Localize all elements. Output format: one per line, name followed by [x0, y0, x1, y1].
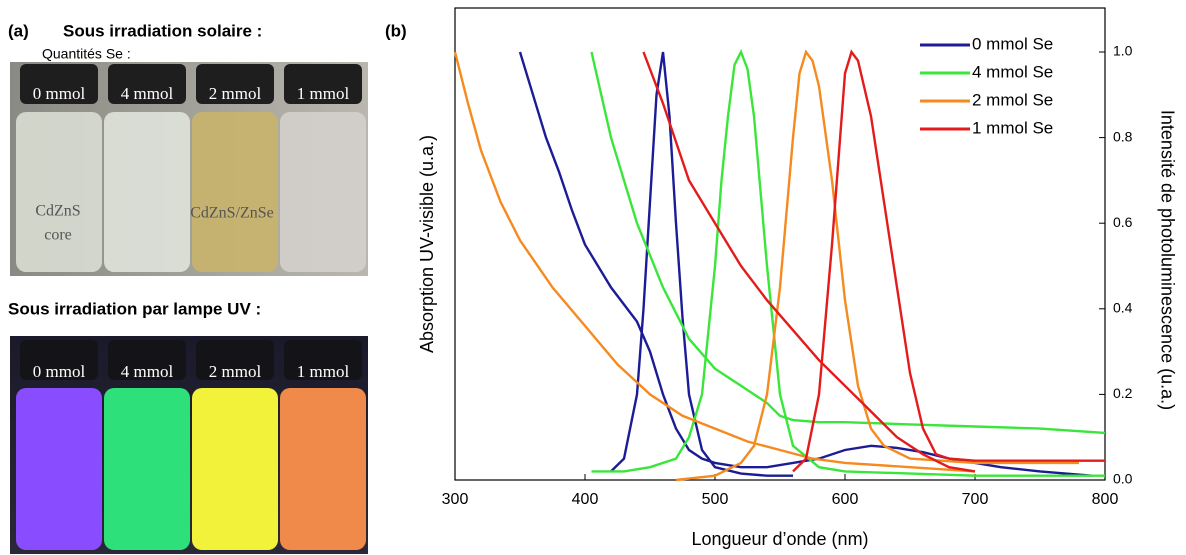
vial-cap: [196, 64, 274, 104]
vial-label: 2 mmol: [209, 362, 262, 381]
photoluminescence-line: [591, 49, 1105, 477]
photo-uv: 0 mmol 4 mmol 2 mmol 1 mmol: [16, 340, 366, 550]
vial-cap: [20, 340, 98, 380]
y2-tick-label: 0.4: [1113, 300, 1133, 316]
plot-frame: [454, 7, 1106, 481]
y-axis-label: Absorption UV-visible (u.a.): [417, 135, 437, 353]
x-tick-label: 400: [572, 491, 599, 508]
vial-note: core: [44, 227, 72, 244]
vial-body: [280, 388, 366, 550]
vial-body: [104, 388, 190, 550]
x-tick-label: 500: [702, 491, 729, 508]
vial-label: 0 mmol: [33, 84, 86, 103]
vial-cap: [108, 340, 186, 380]
plot: 300 400 500 600 700 800 0.0 0.2 0.4 0.6 0.8 1.0 0 mm…: [442, 34, 1133, 508]
vial-note: CdZnS: [35, 203, 80, 220]
y2-tick-label: 1.0: [1113, 43, 1133, 59]
y2-axis-label: Intensité de photoluminescence (u.a.): [1157, 110, 1177, 410]
panel-label: (b): [385, 21, 407, 40]
photoluminescence-line: [675, 49, 1079, 482]
vial-label: 4 mmol: [121, 84, 174, 103]
panel-subtitle: Quantités Se :: [42, 46, 131, 62]
y2-tick-label: 0.8: [1113, 128, 1133, 144]
vial-cap: [284, 64, 362, 104]
vial-label: 2 mmol: [209, 84, 262, 103]
vial-body: [280, 112, 366, 272]
absorption-line: [590, 51, 1106, 435]
legend-label: 0 mmol Se: [972, 34, 1053, 53]
legend-label: 2 mmol Se: [972, 90, 1053, 109]
panel-title: Sous irradiation solaire :: [63, 21, 262, 40]
vial-label: 4 mmol: [121, 362, 174, 381]
vial-note: CdZnS/ZnSe: [190, 205, 274, 222]
photoluminescence-line: [792, 49, 1105, 473]
vial-cap: [20, 64, 98, 104]
y2-tick-label: 0.0: [1113, 471, 1133, 487]
x-axis-label: Longueur d’onde (nm): [691, 529, 868, 549]
vial-body: [16, 388, 102, 550]
vial-label: 1 mmol: [297, 84, 350, 103]
x-tick-label: 800: [1092, 491, 1119, 508]
absorption-line: [642, 51, 976, 473]
x-tick-label: 600: [832, 491, 859, 508]
vial-body: [192, 388, 278, 550]
legend-label: 4 mmol Se: [972, 62, 1053, 81]
vial-body: [192, 112, 278, 272]
x-tick-label: 300: [442, 491, 469, 508]
vial-cap: [196, 340, 274, 380]
absorption-line: [453, 51, 976, 473]
vial-cap: [284, 340, 362, 380]
vial-label: 1 mmol: [297, 362, 350, 381]
vial-body: [16, 112, 102, 272]
vial-body: [104, 112, 190, 272]
y2-tick-label: 0.6: [1113, 214, 1133, 230]
vial-cap: [108, 64, 186, 104]
absorption-line: [518, 51, 1093, 477]
panel-label: (a): [8, 21, 29, 40]
photo-sun: 0 mmol 4 mmol 2 mmol 1 mmol: [16, 64, 366, 272]
y2-tick-label: 0.2: [1113, 385, 1133, 401]
panel-title: Sous irradiation par lampe UV :: [8, 299, 261, 318]
legend-label: 1 mmol Se: [972, 118, 1053, 137]
vial-label: 0 mmol: [33, 362, 86, 381]
x-tick-label: 700: [962, 491, 989, 508]
